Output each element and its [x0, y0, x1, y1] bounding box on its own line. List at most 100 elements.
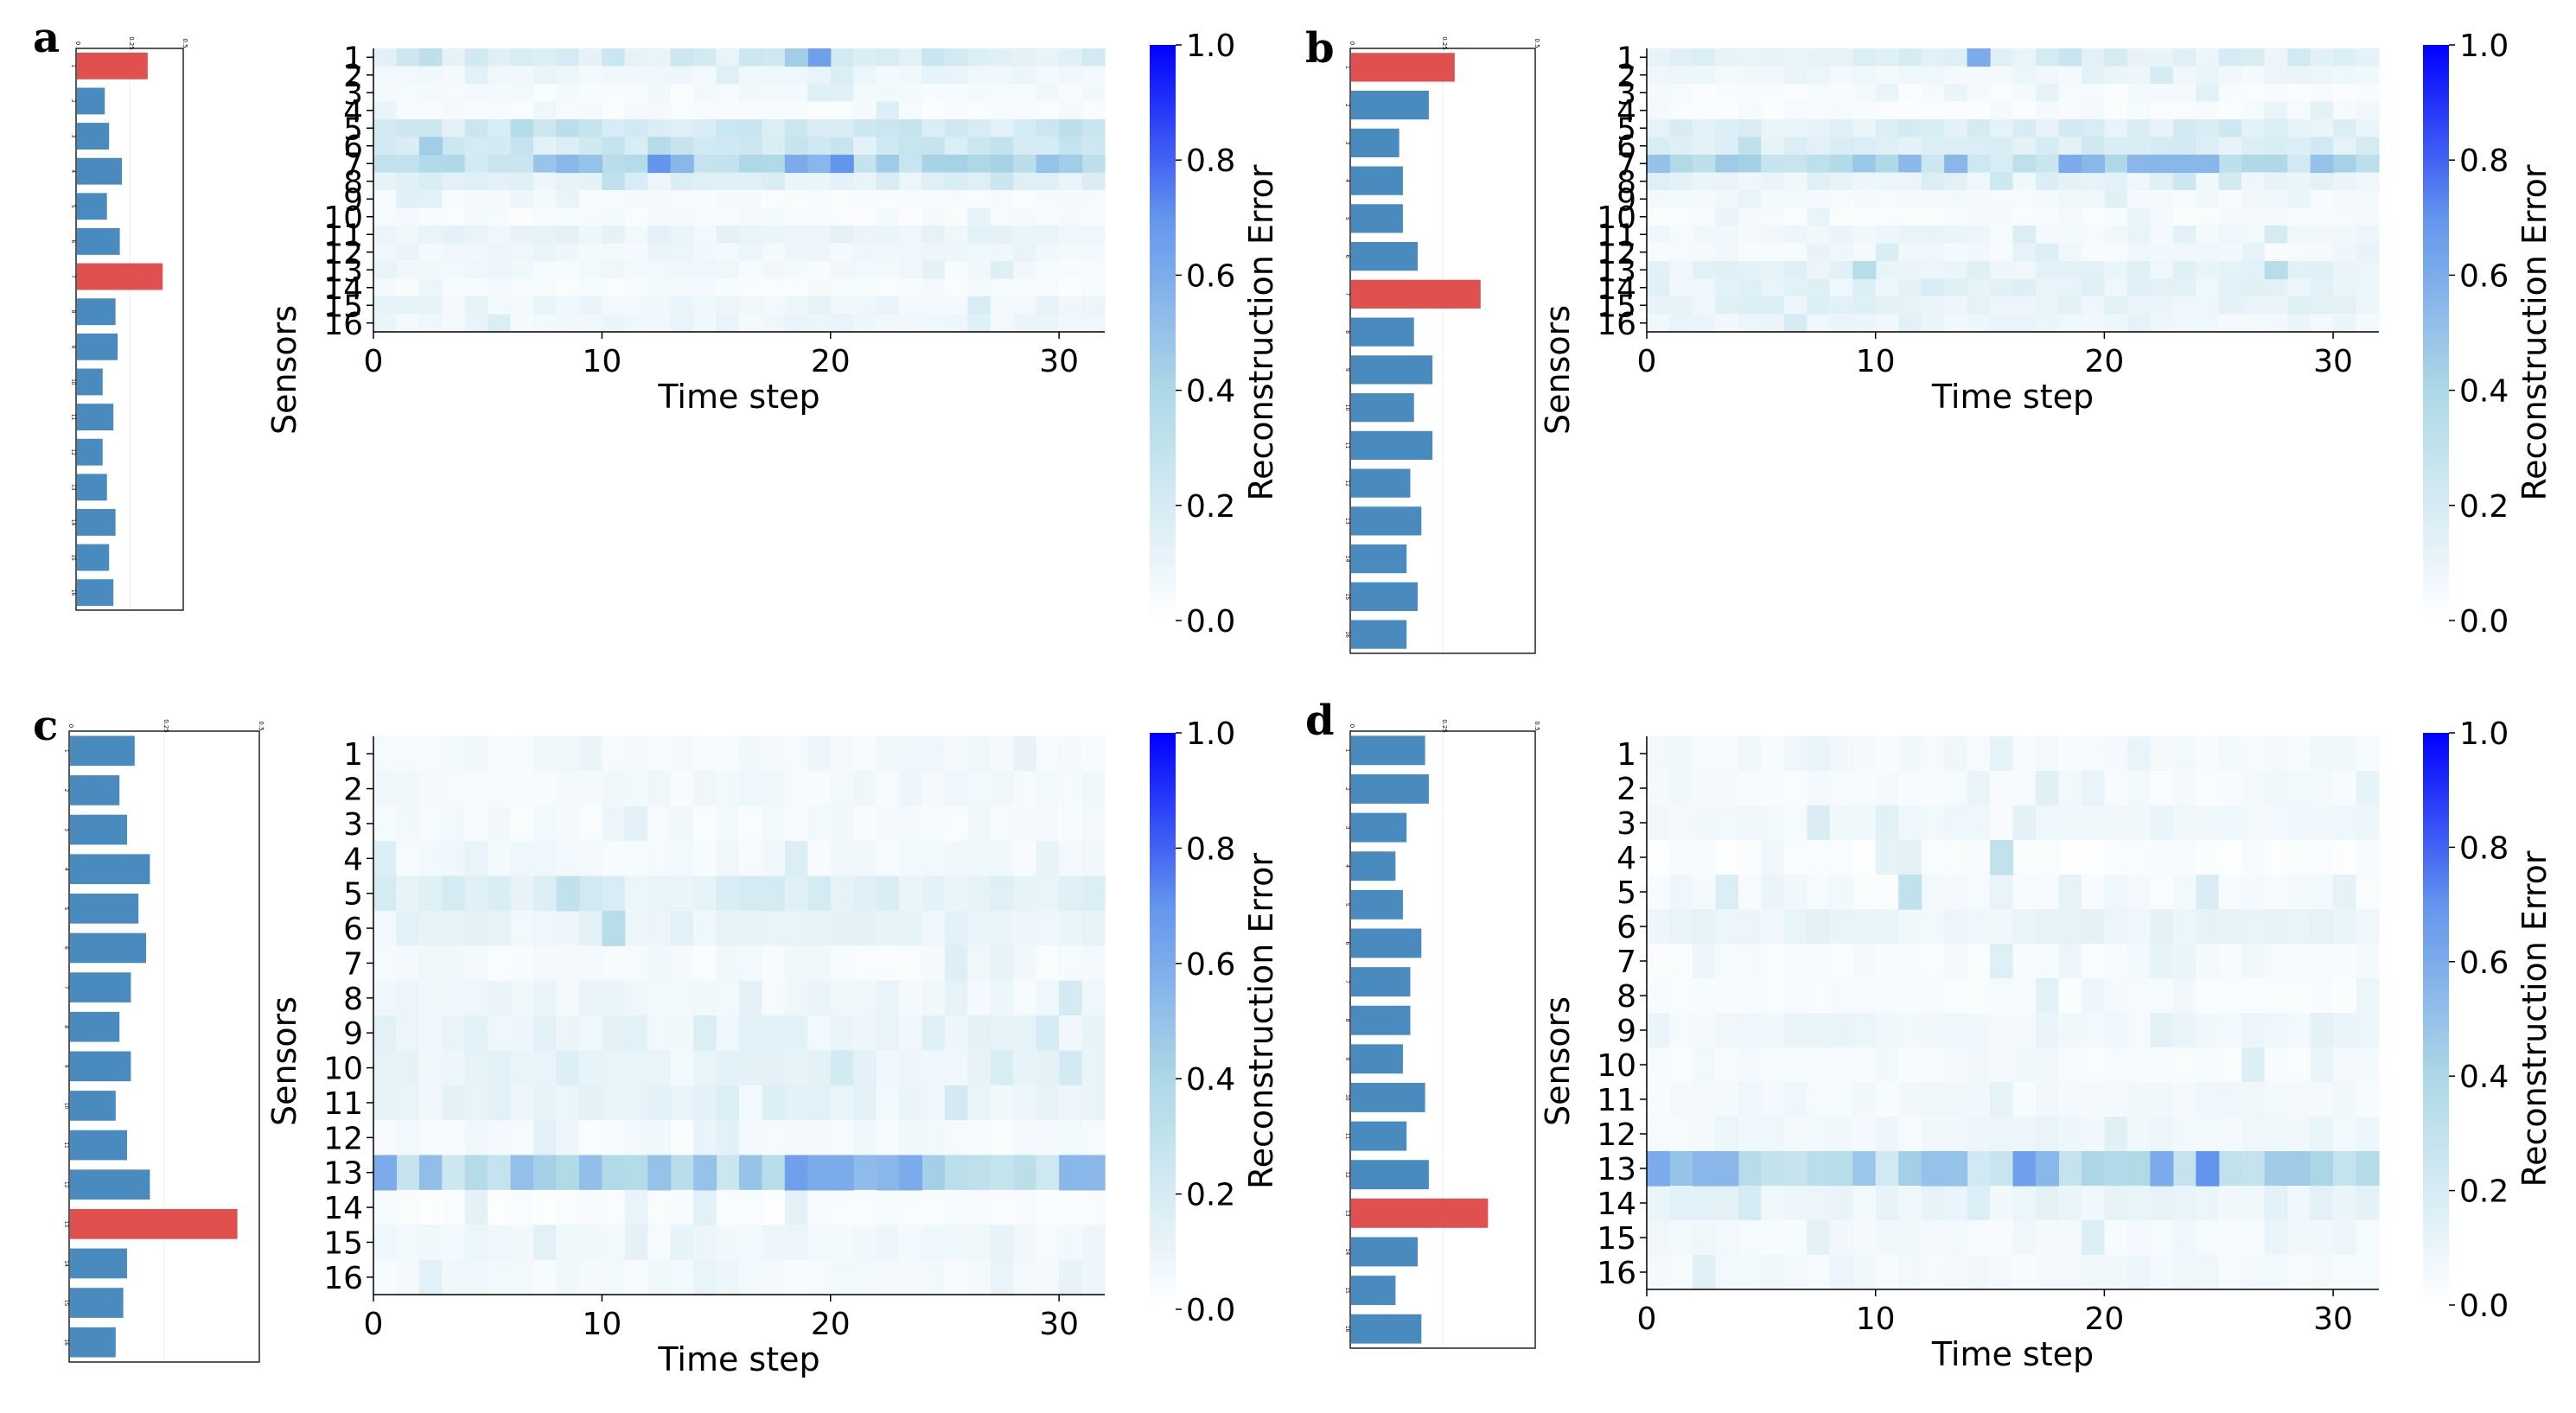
colorbar-tick-label: 0.6 — [1186, 258, 1235, 294]
heatmap-cell — [1967, 296, 1991, 315]
heatmap-cell — [670, 841, 694, 877]
colorbar-tick-label: 0.6 — [1186, 947, 1235, 983]
heatmap-cell — [899, 226, 923, 245]
heatmap-cell — [1990, 226, 2014, 245]
heatmap-cell — [990, 945, 1014, 982]
heatmap-cell — [442, 875, 466, 912]
y-tick-label: 13 — [1597, 1152, 1636, 1187]
bar-sensor-label: 6 — [70, 240, 76, 244]
heatmap-cell — [716, 261, 740, 280]
heatmap-cell — [1807, 84, 1831, 103]
heatmap-cell — [2126, 190, 2151, 209]
heatmap-cell — [967, 736, 992, 772]
heatmap-cell — [1898, 1255, 1922, 1290]
heatmap-cell — [1829, 736, 1853, 772]
heatmap-cell — [624, 1050, 648, 1086]
bar — [70, 1288, 124, 1318]
heatmap-cell — [1807, 66, 1831, 85]
heatmap-cell — [1761, 944, 1785, 979]
heatmap-hot-cell — [2081, 155, 2105, 174]
heatmap-cell — [578, 101, 603, 120]
heatmap-cell — [830, 841, 854, 877]
heatmap-cell — [2058, 278, 2082, 297]
heatmap-cell — [418, 980, 443, 1016]
heatmap-cell — [1013, 805, 1037, 842]
heatmap-cell — [418, 101, 443, 120]
heatmap-cell — [1921, 771, 1945, 806]
heatmap-cell — [762, 172, 786, 191]
heatmap-cell — [2172, 840, 2197, 875]
y-tick-label: 2 — [1616, 59, 1636, 94]
heatmap-cell — [556, 190, 580, 209]
heatmap-cell — [464, 296, 488, 315]
heatmap-cell — [1967, 314, 1991, 333]
heatmap-cell — [2126, 1013, 2151, 1048]
heatmap-cell — [1669, 226, 1693, 245]
heatmap-cell — [1761, 155, 1785, 174]
heatmap-cell — [1761, 978, 1785, 1014]
heatmap-cell — [1829, 190, 1853, 209]
heatmap-cell — [830, 314, 854, 333]
y-axis-label: Sensors — [1539, 305, 1577, 435]
heatmap-cell — [2333, 1013, 2357, 1048]
heatmap-cell — [533, 841, 558, 877]
heatmap-cell — [1829, 978, 1853, 1014]
y-tick-label: 16 — [323, 1261, 363, 1296]
heatmap-cell — [510, 1189, 534, 1225]
bar-sensor-label: 3 — [1344, 141, 1350, 144]
heatmap-cell — [716, 172, 740, 191]
heatmap-cell — [2035, 875, 2060, 910]
heatmap-cell — [944, 1085, 968, 1121]
heatmap-cell — [921, 172, 946, 191]
colorbar-tick-label: 1.0 — [1186, 29, 1235, 64]
heatmap-cell — [762, 841, 786, 877]
heatmap-cell — [2287, 805, 2311, 841]
heatmap-cell — [990, 1085, 1014, 1121]
heatmap-cell — [624, 243, 648, 262]
heatmap-cell — [2172, 875, 2197, 910]
heatmap-cell — [1875, 66, 1899, 85]
heatmap-cell — [967, 296, 992, 315]
heatmap-cell — [1898, 226, 1922, 245]
heatmap-cell — [602, 155, 626, 174]
heatmap-cell — [488, 771, 512, 807]
heatmap-cell — [921, 980, 946, 1016]
x-axis-label: Time step — [1931, 1335, 2094, 1373]
heatmap-cell — [2058, 1186, 2082, 1221]
heatmap-cell — [2264, 48, 2288, 67]
heatmap-cell — [2264, 137, 2288, 156]
heatmap-cell — [1807, 172, 1831, 191]
heatmap-cell — [2172, 1151, 2197, 1187]
heatmap-cell — [1807, 771, 1831, 806]
heatmap-cell — [1829, 1082, 1853, 1117]
heatmap-cell — [2287, 101, 2311, 120]
heatmap-cell — [418, 736, 443, 772]
heatmap-cell — [1013, 296, 1037, 315]
heatmap-cell — [624, 261, 648, 280]
heatmap-cell — [1647, 1255, 1671, 1290]
heatmap-cell — [1669, 1047, 1693, 1083]
heatmap-cell — [716, 226, 740, 245]
heatmap-cell — [1829, 84, 1853, 103]
heatmap-cell — [2035, 278, 2060, 297]
y-tick-label: 5 — [343, 111, 363, 147]
heatmap-cell — [1669, 314, 1693, 333]
heatmap-cell — [2126, 1255, 2151, 1290]
heatmap-cell — [1829, 1013, 1853, 1048]
heatmap-cell — [1738, 1255, 1762, 1290]
heatmap-cell — [418, 945, 443, 982]
heatmap-cell — [1081, 1189, 1106, 1225]
panel-letter: c — [33, 702, 58, 750]
heatmap-cell — [556, 261, 580, 280]
bar-sensor-label: 8 — [63, 1025, 69, 1028]
heatmap-hot-cell — [1692, 1151, 1717, 1187]
heatmap-cell — [2196, 1186, 2220, 1221]
heatmap-cell — [396, 805, 420, 842]
panel-letter: d — [1305, 697, 1335, 745]
heatmap-cell — [1669, 1082, 1693, 1117]
heatmap-cell — [1921, 1082, 1945, 1117]
heatmap-cell — [510, 910, 534, 946]
heatmap-cell — [807, 243, 832, 262]
heatmap-cell — [876, 1085, 900, 1121]
